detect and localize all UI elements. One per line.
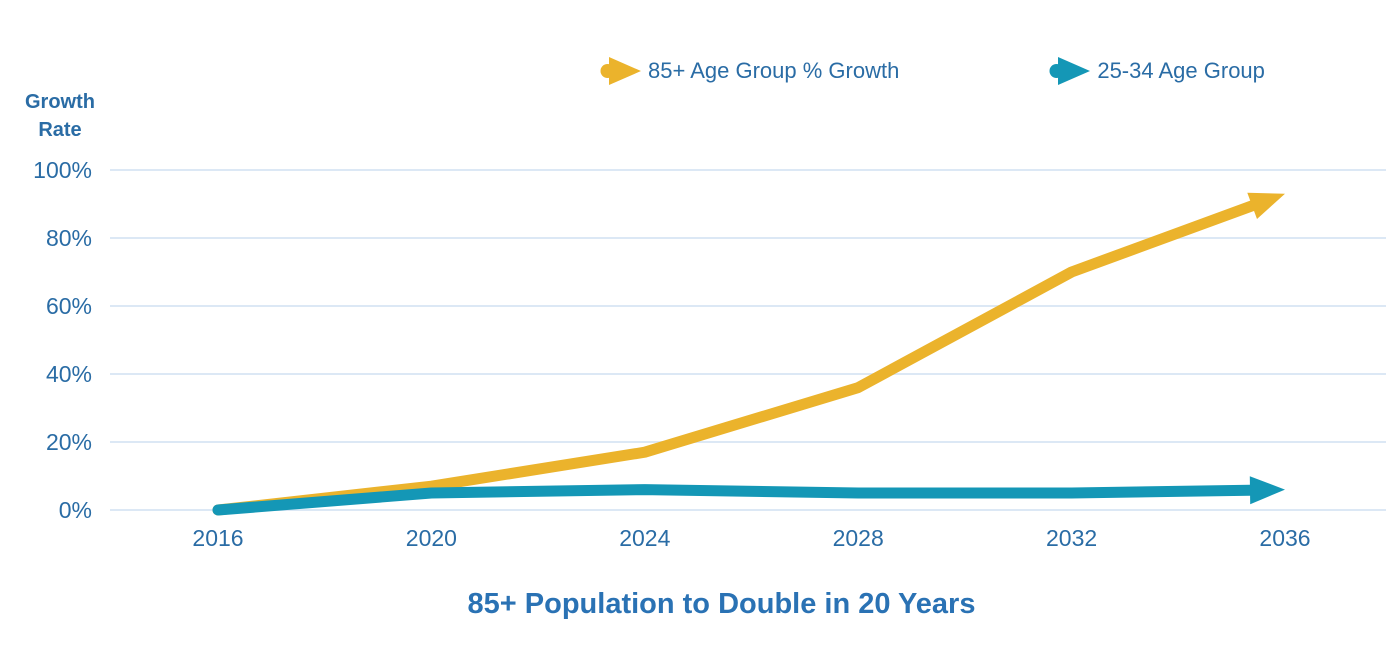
y-tick-label: 60%: [45, 293, 92, 319]
y-axis-title-line1: Growth: [25, 91, 95, 113]
y-tick-label: 20%: [45, 429, 92, 455]
legend-arrow-marker-icon: [600, 57, 641, 85]
legend-item-label: 85+ Age Group % Growth: [648, 58, 900, 83]
x-tick-label: 2028: [832, 525, 884, 551]
y-tick-label: 80%: [45, 225, 92, 251]
x-tick-label: 2020: [405, 525, 457, 551]
legend-arrow-marker-icon: [1049, 57, 1091, 85]
y-tick-label: 40%: [45, 361, 92, 387]
y-tick-label: 100%: [33, 157, 92, 183]
x-tick-label: 2036: [1259, 525, 1311, 551]
y-tick-label: 0%: [58, 497, 92, 523]
legend-item: 25-34 Age Group: [1049, 56, 1265, 86]
series-arrowhead-icon: [1249, 476, 1285, 505]
legend: 85+ Age Group % Growth 25-34 Age Group: [600, 56, 1265, 86]
series-line: [212, 200, 1258, 516]
chart-title: 85+ Population to Double in 20 Years: [467, 588, 976, 620]
series-line: [212, 484, 1256, 516]
y-axis-title-line2: Rate: [38, 119, 82, 141]
series-arrowhead-icon: [1247, 192, 1285, 219]
legend-item-label: 25-34 Age Group: [1097, 58, 1265, 83]
x-tick-label: 2032: [1046, 525, 1098, 551]
x-tick-label: 2024: [619, 525, 671, 551]
legend-item: 85+ Age Group % Growth: [600, 56, 899, 86]
y-axis-title: Growth Rate: [16, 88, 104, 144]
x-tick-label: 2016: [192, 525, 244, 551]
